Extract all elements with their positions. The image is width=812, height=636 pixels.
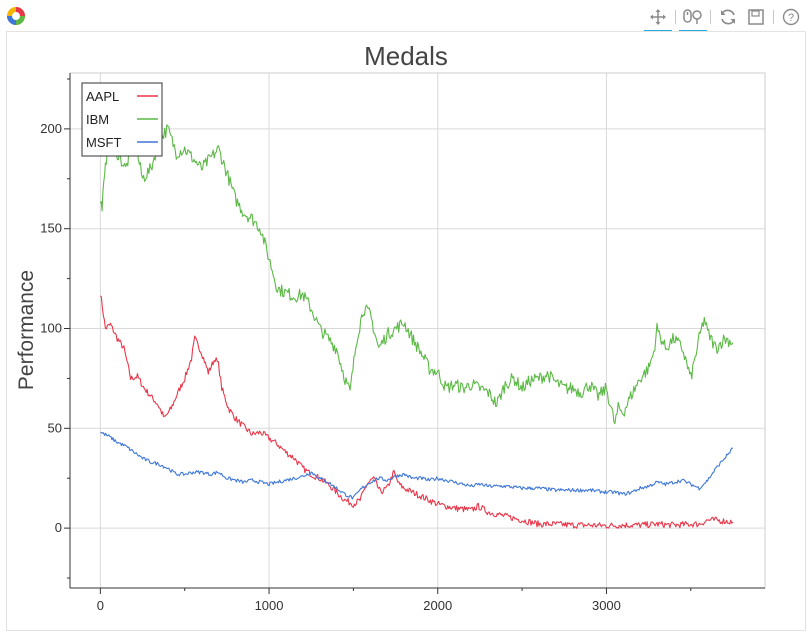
x-tick-label: 1000 — [255, 598, 284, 613]
help-tool-button[interactable]: ? — [780, 6, 802, 28]
save-tool-button[interactable] — [745, 6, 767, 28]
series-line-msft[interactable] — [100, 431, 734, 500]
y-tick-label: 0 — [55, 520, 62, 535]
series-line-ibm[interactable] — [99, 124, 734, 425]
x-tick-label: 0 — [97, 598, 104, 613]
series-lines — [99, 124, 734, 529]
reset-icon — [721, 9, 735, 25]
toolbar-separator — [710, 10, 711, 24]
save-icon — [748, 9, 764, 25]
grid-lines — [70, 73, 765, 588]
y-tick-label: 100 — [40, 321, 62, 336]
y-tick-label: 200 — [40, 121, 62, 136]
legend-label: IBM — [86, 112, 109, 127]
legend: AAPL IBM MSFT — [81, 82, 163, 157]
reset-tool-button[interactable] — [717, 6, 739, 28]
y-axis-label: Performance — [15, 270, 38, 390]
toolbar-separator — [675, 10, 676, 24]
x-tick-label: 3000 — [592, 598, 621, 613]
y-tick-label: 50 — [48, 420, 62, 435]
help-icon: ? — [782, 8, 800, 26]
legend-label: MSFT — [86, 135, 121, 150]
legend-label: AAPL — [86, 89, 119, 104]
chart-title: Medals — [364, 41, 448, 71]
toolbar: ? — [644, 4, 802, 32]
wheel-zoom-icon — [683, 9, 702, 24]
axes: 0 1000 2000 3000 0 50 100 150 200 — [40, 73, 765, 613]
plot-frame — [6, 31, 806, 631]
pan-icon — [650, 9, 666, 25]
plot-area[interactable] — [69, 72, 766, 589]
svg-text:?: ? — [788, 12, 794, 24]
series-line-aapl[interactable] — [99, 295, 734, 529]
toolbar-separator — [773, 10, 774, 24]
x-tick-label: 2000 — [423, 598, 452, 613]
y-tick-label: 150 — [40, 221, 62, 236]
bokeh-logo-icon[interactable] — [6, 6, 26, 26]
